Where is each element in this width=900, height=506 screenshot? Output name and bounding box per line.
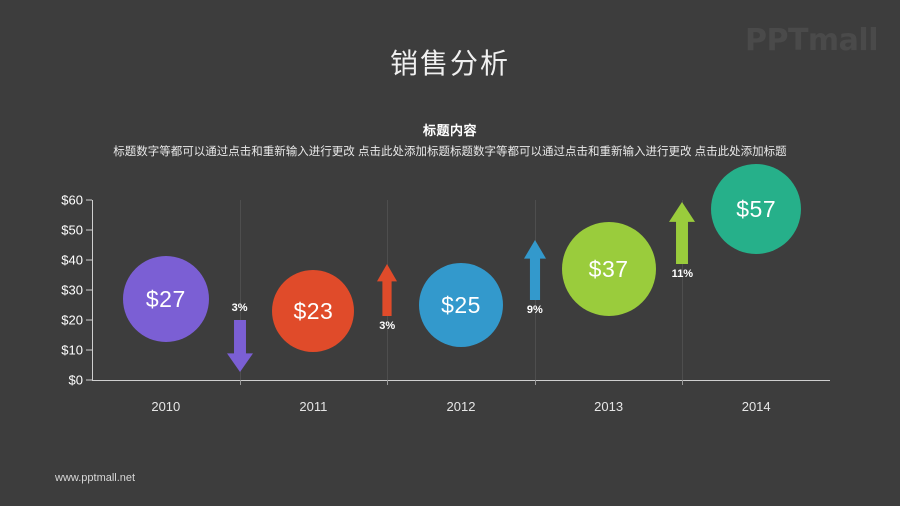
y-axis-tick-label: $10 bbox=[61, 342, 83, 358]
x-axis-label-2014: 2014 bbox=[741, 399, 771, 414]
trend-percent-label: 3% bbox=[379, 320, 396, 332]
y-axis-tick-mark bbox=[86, 199, 92, 201]
x-axis-label-2012: 2012 bbox=[446, 399, 476, 414]
y-axis-tick-mark bbox=[86, 319, 92, 321]
x-axis-tick-mark bbox=[387, 380, 389, 385]
y-axis-tick-label: $0 bbox=[68, 372, 83, 388]
data-bubble-2012[interactable]: $25 bbox=[419, 263, 503, 347]
subtitle-block: 标题内容 标题数字等都可以通过点击和重新输入进行更改 点击此处添加标题标题数字等… bbox=[70, 120, 830, 162]
y-axis-tick-mark bbox=[86, 259, 92, 261]
x-axis-label-2013: 2013 bbox=[594, 399, 624, 414]
y-axis-tick-label: $30 bbox=[61, 282, 83, 298]
data-bubble-2014[interactable]: $57 bbox=[711, 164, 802, 254]
data-bubble-2010[interactable]: $27 bbox=[122, 256, 209, 342]
sales-bubble-chart: $0 $10 $20 $30 $40 $50 $60 2010 2011 2012 2013 2014… bbox=[0, 164, 900, 414]
y-axis-tick-mark bbox=[86, 289, 92, 291]
y-axis-tick-label: $20 bbox=[61, 312, 83, 328]
x-axis-tick-mark bbox=[534, 380, 536, 385]
x-axis-label-2011: 2011 bbox=[299, 399, 328, 414]
trend-percent-label: 3% bbox=[231, 302, 248, 314]
y-axis-tick-label: $40 bbox=[61, 252, 83, 268]
data-bubble-2011[interactable]: $23 bbox=[272, 270, 355, 352]
plot-area: $0 $10 $20 $30 $40 $50 $60 2010 2011 2012 2013 2014… bbox=[61, 164, 830, 414]
y-axis-line bbox=[92, 200, 93, 380]
trend-arrow-down-icon bbox=[226, 320, 253, 372]
trend-percent-label: 11% bbox=[671, 268, 694, 280]
trend-percent-label: 9% bbox=[526, 304, 543, 316]
y-axis-tick-mark bbox=[86, 229, 92, 231]
footer-url: www.pptmall.net bbox=[55, 472, 136, 484]
trend-arrow-up-icon bbox=[669, 202, 696, 264]
subtitle-body: 标题数字等都可以通过点击和重新输入进行更改 点击此处添加标题标题数字等都可以通过… bbox=[113, 146, 787, 158]
trend-arrow-up-icon bbox=[377, 264, 398, 316]
y-axis-tick-label: $50 bbox=[61, 222, 83, 238]
category-gridline bbox=[682, 200, 684, 380]
x-axis-line bbox=[92, 380, 830, 381]
data-bubble-2013[interactable]: $37 bbox=[561, 222, 656, 316]
y-axis-tick-mark bbox=[86, 379, 92, 381]
page-title: 销售分析 bbox=[389, 48, 510, 79]
subtitle-heading: 标题内容 bbox=[422, 123, 477, 138]
x-axis-label-2010: 2010 bbox=[151, 399, 181, 414]
x-axis-tick-mark bbox=[239, 380, 241, 385]
x-axis-tick-mark bbox=[682, 380, 684, 385]
trend-arrow-up-icon bbox=[523, 240, 546, 300]
category-gridline bbox=[239, 200, 241, 380]
y-axis-tick-label: $60 bbox=[61, 192, 83, 208]
y-axis-tick-mark bbox=[86, 349, 92, 351]
pptmall-logo: PPTmall bbox=[744, 23, 879, 58]
